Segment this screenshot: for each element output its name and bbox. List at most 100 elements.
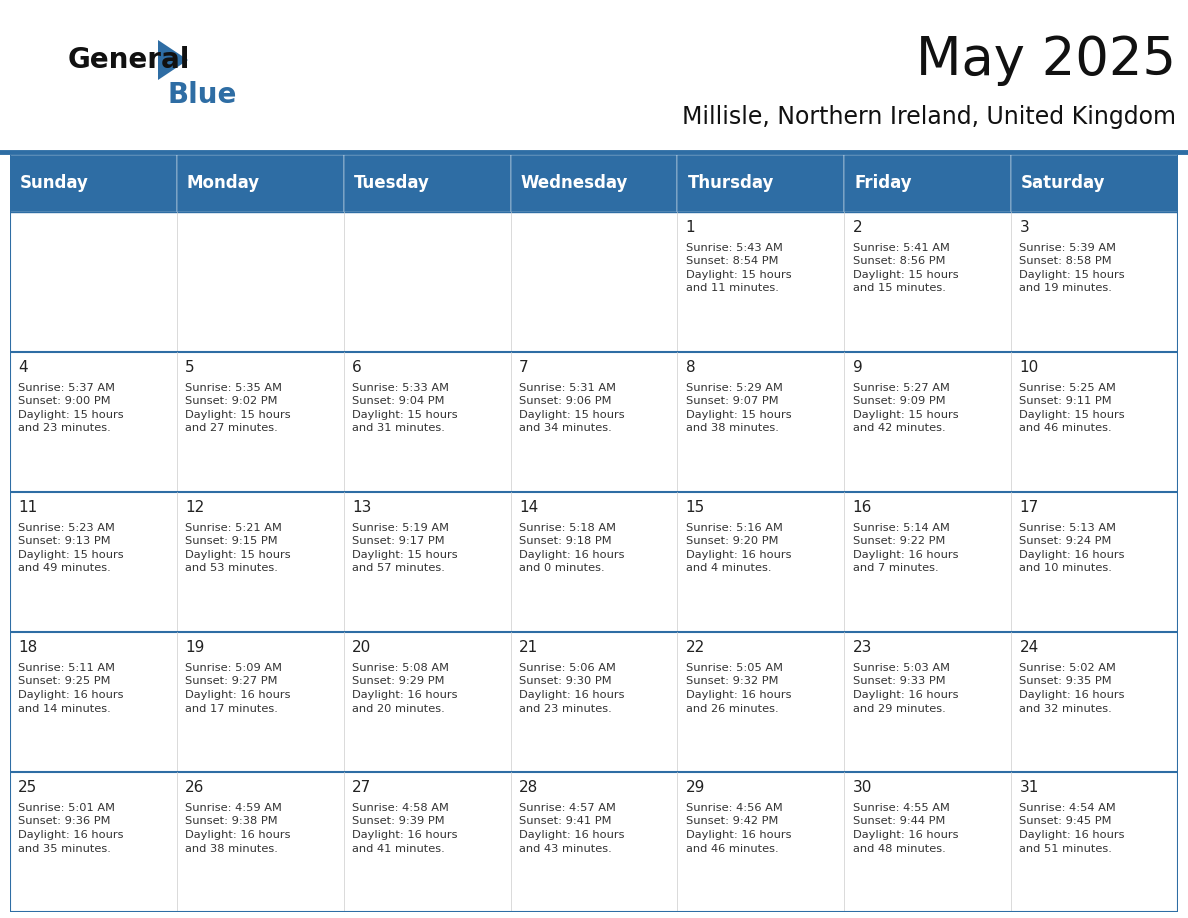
Bar — [343, 492, 511, 632]
Bar — [845, 772, 1011, 912]
Bar — [177, 155, 343, 212]
Text: Sunrise: 5:19 AM
Sunset: 9:17 PM
Daylight: 15 hours
and 57 minutes.: Sunrise: 5:19 AM Sunset: 9:17 PM Dayligh… — [352, 522, 457, 574]
Text: Millisle, Northern Ireland, United Kingdom: Millisle, Northern Ireland, United Kingd… — [682, 105, 1176, 129]
Bar — [1011, 212, 1178, 352]
Text: 25: 25 — [18, 780, 38, 795]
Text: 29: 29 — [685, 780, 706, 795]
Text: Sunrise: 5:33 AM
Sunset: 9:04 PM
Daylight: 15 hours
and 31 minutes.: Sunrise: 5:33 AM Sunset: 9:04 PM Dayligh… — [352, 383, 457, 433]
Text: 1: 1 — [685, 220, 695, 235]
Text: General: General — [68, 46, 190, 74]
Bar — [845, 632, 1011, 772]
Bar — [177, 632, 343, 772]
Bar — [511, 492, 677, 632]
Text: Sunrise: 4:55 AM
Sunset: 9:44 PM
Daylight: 16 hours
and 48 minutes.: Sunrise: 4:55 AM Sunset: 9:44 PM Dayligh… — [853, 802, 959, 854]
Text: Thursday: Thursday — [688, 174, 773, 193]
Text: Sunrise: 5:03 AM
Sunset: 9:33 PM
Daylight: 16 hours
and 29 minutes.: Sunrise: 5:03 AM Sunset: 9:33 PM Dayligh… — [853, 663, 959, 713]
Text: 19: 19 — [185, 641, 204, 655]
Text: Sunrise: 4:56 AM
Sunset: 9:42 PM
Daylight: 16 hours
and 46 minutes.: Sunrise: 4:56 AM Sunset: 9:42 PM Dayligh… — [685, 802, 791, 854]
Text: 2: 2 — [853, 220, 862, 235]
Bar — [343, 632, 511, 772]
Text: Sunrise: 5:29 AM
Sunset: 9:07 PM
Daylight: 15 hours
and 38 minutes.: Sunrise: 5:29 AM Sunset: 9:07 PM Dayligh… — [685, 383, 791, 433]
Text: Sunrise: 5:43 AM
Sunset: 8:54 PM
Daylight: 15 hours
and 11 minutes.: Sunrise: 5:43 AM Sunset: 8:54 PM Dayligh… — [685, 242, 791, 294]
Text: Sunrise: 5:25 AM
Sunset: 9:11 PM
Daylight: 15 hours
and 46 minutes.: Sunrise: 5:25 AM Sunset: 9:11 PM Dayligh… — [1019, 383, 1125, 433]
Text: Saturday: Saturday — [1022, 174, 1106, 193]
Text: 9: 9 — [853, 360, 862, 375]
Bar — [677, 772, 845, 912]
Text: 31: 31 — [1019, 780, 1038, 795]
Bar — [511, 155, 677, 212]
Text: Sunrise: 5:08 AM
Sunset: 9:29 PM
Daylight: 16 hours
and 20 minutes.: Sunrise: 5:08 AM Sunset: 9:29 PM Dayligh… — [352, 663, 457, 713]
Bar — [343, 772, 511, 912]
Text: Sunrise: 5:27 AM
Sunset: 9:09 PM
Daylight: 15 hours
and 42 minutes.: Sunrise: 5:27 AM Sunset: 9:09 PM Dayligh… — [853, 383, 959, 433]
Text: 5: 5 — [185, 360, 195, 375]
Text: Sunrise: 5:31 AM
Sunset: 9:06 PM
Daylight: 15 hours
and 34 minutes.: Sunrise: 5:31 AM Sunset: 9:06 PM Dayligh… — [519, 383, 625, 433]
Text: Sunday: Sunday — [20, 174, 89, 193]
Text: 30: 30 — [853, 780, 872, 795]
Bar — [1011, 632, 1178, 772]
Bar — [677, 492, 845, 632]
Bar — [10, 492, 177, 632]
Bar — [343, 155, 511, 212]
Text: Sunrise: 5:09 AM
Sunset: 9:27 PM
Daylight: 16 hours
and 17 minutes.: Sunrise: 5:09 AM Sunset: 9:27 PM Dayligh… — [185, 663, 291, 713]
Text: 23: 23 — [853, 641, 872, 655]
Bar — [511, 212, 677, 352]
Text: Monday: Monday — [187, 174, 260, 193]
Bar — [177, 212, 343, 352]
Text: Sunrise: 5:06 AM
Sunset: 9:30 PM
Daylight: 16 hours
and 23 minutes.: Sunrise: 5:06 AM Sunset: 9:30 PM Dayligh… — [519, 663, 625, 713]
Text: 16: 16 — [853, 500, 872, 515]
Bar — [511, 632, 677, 772]
Text: 28: 28 — [519, 780, 538, 795]
Text: Sunrise: 5:11 AM
Sunset: 9:25 PM
Daylight: 16 hours
and 14 minutes.: Sunrise: 5:11 AM Sunset: 9:25 PM Dayligh… — [18, 663, 124, 713]
Polygon shape — [158, 40, 188, 80]
Text: Sunrise: 5:13 AM
Sunset: 9:24 PM
Daylight: 16 hours
and 10 minutes.: Sunrise: 5:13 AM Sunset: 9:24 PM Dayligh… — [1019, 522, 1125, 574]
Text: 6: 6 — [352, 360, 362, 375]
Text: 24: 24 — [1019, 641, 1038, 655]
Text: Blue: Blue — [168, 81, 238, 109]
Text: 12: 12 — [185, 500, 204, 515]
Bar — [677, 212, 845, 352]
Text: 13: 13 — [352, 500, 372, 515]
Bar — [177, 352, 343, 492]
Text: 8: 8 — [685, 360, 695, 375]
Text: 27: 27 — [352, 780, 372, 795]
Text: Sunrise: 5:05 AM
Sunset: 9:32 PM
Daylight: 16 hours
and 26 minutes.: Sunrise: 5:05 AM Sunset: 9:32 PM Dayligh… — [685, 663, 791, 713]
Bar — [677, 632, 845, 772]
Text: Sunrise: 4:58 AM
Sunset: 9:39 PM
Daylight: 16 hours
and 41 minutes.: Sunrise: 4:58 AM Sunset: 9:39 PM Dayligh… — [352, 802, 457, 854]
Bar — [845, 212, 1011, 352]
Text: Sunrise: 5:35 AM
Sunset: 9:02 PM
Daylight: 15 hours
and 27 minutes.: Sunrise: 5:35 AM Sunset: 9:02 PM Dayligh… — [185, 383, 291, 433]
Bar — [177, 772, 343, 912]
Text: Sunrise: 5:39 AM
Sunset: 8:58 PM
Daylight: 15 hours
and 19 minutes.: Sunrise: 5:39 AM Sunset: 8:58 PM Dayligh… — [1019, 242, 1125, 294]
Text: 7: 7 — [519, 360, 529, 375]
Text: 22: 22 — [685, 641, 704, 655]
Text: 26: 26 — [185, 780, 204, 795]
Bar — [845, 352, 1011, 492]
Text: 15: 15 — [685, 500, 704, 515]
Text: Sunrise: 5:02 AM
Sunset: 9:35 PM
Daylight: 16 hours
and 32 minutes.: Sunrise: 5:02 AM Sunset: 9:35 PM Dayligh… — [1019, 663, 1125, 713]
Text: Sunrise: 4:54 AM
Sunset: 9:45 PM
Daylight: 16 hours
and 51 minutes.: Sunrise: 4:54 AM Sunset: 9:45 PM Dayligh… — [1019, 802, 1125, 854]
Text: 3: 3 — [1019, 220, 1029, 235]
Text: Sunrise: 5:21 AM
Sunset: 9:15 PM
Daylight: 15 hours
and 53 minutes.: Sunrise: 5:21 AM Sunset: 9:15 PM Dayligh… — [185, 522, 291, 574]
Text: Sunrise: 5:14 AM
Sunset: 9:22 PM
Daylight: 16 hours
and 7 minutes.: Sunrise: 5:14 AM Sunset: 9:22 PM Dayligh… — [853, 522, 959, 574]
Bar — [511, 772, 677, 912]
Text: 18: 18 — [18, 641, 38, 655]
Text: 20: 20 — [352, 641, 372, 655]
Text: Sunrise: 5:18 AM
Sunset: 9:18 PM
Daylight: 16 hours
and 0 minutes.: Sunrise: 5:18 AM Sunset: 9:18 PM Dayligh… — [519, 522, 625, 574]
Text: Sunrise: 4:59 AM
Sunset: 9:38 PM
Daylight: 16 hours
and 38 minutes.: Sunrise: 4:59 AM Sunset: 9:38 PM Dayligh… — [185, 802, 291, 854]
Text: Friday: Friday — [854, 174, 912, 193]
Text: 14: 14 — [519, 500, 538, 515]
Text: 10: 10 — [1019, 360, 1038, 375]
Bar — [1011, 352, 1178, 492]
Text: 11: 11 — [18, 500, 38, 515]
Bar — [177, 492, 343, 632]
Bar — [845, 492, 1011, 632]
Text: 17: 17 — [1019, 500, 1038, 515]
Text: Sunrise: 5:41 AM
Sunset: 8:56 PM
Daylight: 15 hours
and 15 minutes.: Sunrise: 5:41 AM Sunset: 8:56 PM Dayligh… — [853, 242, 959, 294]
Text: Wednesday: Wednesday — [520, 174, 628, 193]
Text: Sunrise: 5:16 AM
Sunset: 9:20 PM
Daylight: 16 hours
and 4 minutes.: Sunrise: 5:16 AM Sunset: 9:20 PM Dayligh… — [685, 522, 791, 574]
Text: Sunrise: 5:37 AM
Sunset: 9:00 PM
Daylight: 15 hours
and 23 minutes.: Sunrise: 5:37 AM Sunset: 9:00 PM Dayligh… — [18, 383, 124, 433]
Bar — [845, 155, 1011, 212]
Bar — [10, 352, 177, 492]
Bar — [677, 352, 845, 492]
Text: 21: 21 — [519, 641, 538, 655]
Bar — [1011, 772, 1178, 912]
